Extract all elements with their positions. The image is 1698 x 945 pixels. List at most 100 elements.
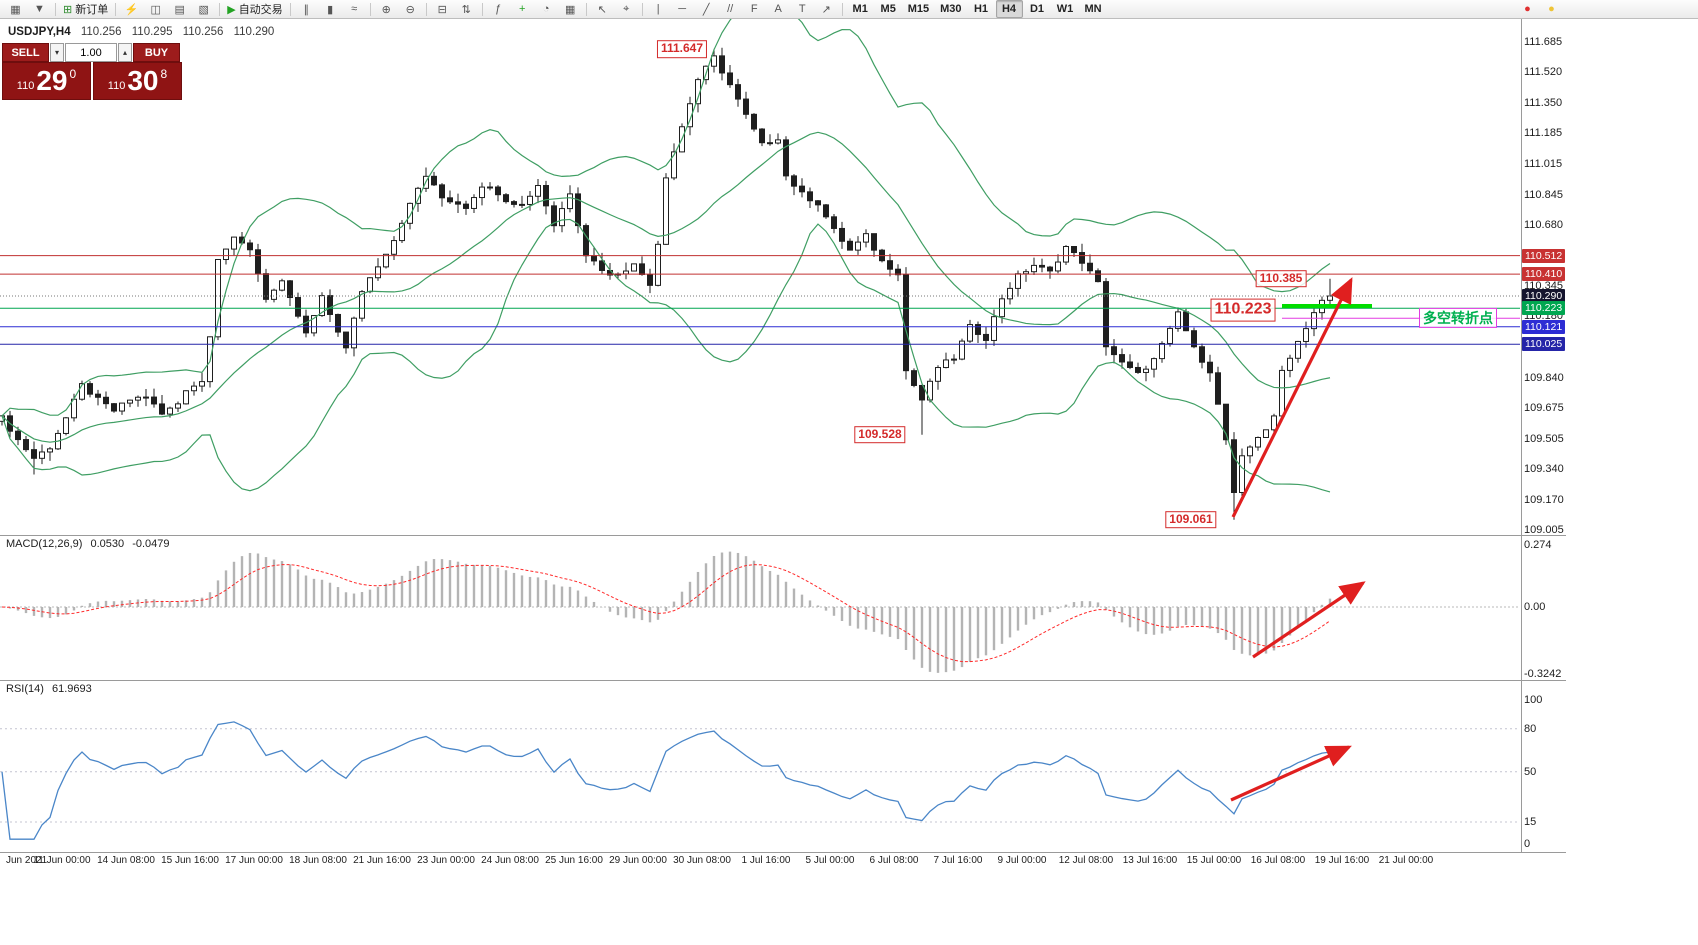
buy-price[interactable]: 110 30 8 [93, 62, 182, 100]
autotrading-button-icon: ▶ [227, 3, 236, 16]
template-icon[interactable]: ▦ [559, 0, 582, 18]
sell-price-pip: 0 [69, 67, 77, 81]
trendline-icon[interactable]: ╱ [695, 0, 718, 18]
buy-button[interactable]: BUY [133, 43, 180, 62]
zoom-out-icon[interactable]: ⊖ [399, 0, 422, 18]
timeframe-mn[interactable]: MN [1080, 0, 1107, 18]
timeframe-d1-label: D1 [1029, 3, 1045, 15]
macd-value-signal: -0.0479 [132, 538, 170, 550]
zoom-in-icon[interactable]: ⊕ [375, 0, 398, 18]
tile-windows-icon[interactable]: ⊟ [431, 0, 454, 18]
sell-price-big: 29 [36, 65, 68, 96]
channel-icon[interactable]: // [719, 0, 742, 18]
horizontal-line-icon[interactable]: ─ [671, 0, 694, 18]
volume-up-button[interactable]: ▴ [118, 43, 132, 62]
one-click-trading-panel: SELL ▾ ▴ BUY 110 29 0 110 30 8 [2, 43, 182, 100]
arrows-icon[interactable]: ↗ [815, 0, 838, 18]
buy-price-big: 30 [127, 65, 159, 96]
line-chart-icon: ≈ [351, 3, 358, 15]
candlestick-chart-icon: ▮ [327, 3, 334, 16]
alert-yellow-icon[interactable]: ● [1540, 0, 1563, 18]
line-chart-icon[interactable]: ≈ [343, 0, 366, 18]
auto-arrange-icon[interactable]: ⇅ [455, 0, 478, 18]
symbol-timeframe-label: USDJPY,H4 [8, 26, 71, 38]
strategy-lightning-icon[interactable]: ⚡ [120, 0, 143, 18]
ohlc-low: 110.256 [182, 26, 224, 38]
timeframe-m30[interactable]: M30 [935, 0, 966, 18]
text-label-icon[interactable]: T [791, 0, 814, 18]
timeframe-m15[interactable]: M15 [903, 0, 934, 18]
market-watch-icon[interactable]: ◫ [144, 0, 167, 18]
timeframe-h1[interactable]: H1 [968, 0, 995, 18]
macd-indicator-header: MACD(12,26,9) 0.0530 -0.0479 [6, 538, 175, 550]
arrows-icon: ↗ [821, 3, 831, 16]
sell-button[interactable]: SELL [2, 43, 49, 62]
add-indicator-icon: + [518, 3, 526, 15]
sell-price[interactable]: 110 29 0 [2, 62, 91, 100]
periods-icon[interactable]: ◔ [535, 0, 558, 18]
ohlc-close: 110.290 [233, 26, 275, 38]
autotrading-button[interactable]: ▶ 自动交易 [224, 0, 285, 18]
cursor-icon[interactable]: ↖ [591, 0, 614, 18]
channel-icon: // [727, 3, 734, 15]
new-order-button-icon: ⊞ [63, 3, 73, 16]
alert-red-icon[interactable]: ● [1516, 0, 1539, 18]
toolbar-separator [481, 2, 483, 16]
navigator-icon[interactable]: ▧ [192, 0, 215, 18]
vertical-line-icon[interactable]: | [647, 0, 670, 18]
timeframe-m5[interactable]: M5 [875, 0, 902, 18]
toolbar-separator [641, 2, 643, 16]
new-order-button[interactable]: ⊞ 新订单 [60, 0, 111, 18]
toolbar-separator [55, 2, 56, 16]
market-watch-icon: ◫ [150, 3, 161, 16]
toolbar-separator [219, 2, 221, 16]
macd-signal-line [1, 564, 1331, 663]
timeframe-d1[interactable]: D1 [1024, 0, 1051, 18]
timeframe-m5-label: M5 [880, 3, 896, 15]
volume-down-button[interactable]: ▾ [50, 43, 64, 62]
text-label-icon: T [798, 3, 806, 15]
timeframe-h4[interactable]: H4 [995, 0, 1023, 18]
crosshair-icon: ⌖ [623, 2, 630, 15]
chart-symbol-header: USDJPY,H4 110.256 110.295 110.256 110.29… [8, 26, 274, 38]
chart-window: USDJPY,H4 110.256 110.295 110.256 110.29… [0, 19, 1566, 945]
zoom-in-icon: ⊕ [381, 3, 391, 16]
strategy-lightning-icon: ⚡ [124, 3, 139, 16]
new-chart-icon: ▦ [10, 3, 21, 16]
trendline-icon: ╱ [702, 3, 710, 16]
macd-name: MACD(12,26,9) [6, 538, 83, 550]
data-window-icon: ▤ [174, 3, 185, 16]
trend-arrow-main [1231, 277, 1353, 518]
profiles-icon[interactable]: ▼ [28, 0, 51, 18]
trend-arrow-rsi [1230, 745, 1352, 802]
volume-input[interactable] [65, 43, 117, 62]
indicators-icon: ƒ [495, 3, 502, 15]
timeframe-m15-label: M15 [907, 3, 930, 15]
text-icon[interactable]: A [767, 0, 790, 18]
ohlc-high: 110.295 [131, 26, 173, 38]
rsi-name: RSI(14) [6, 683, 44, 695]
timeframe-w1[interactable]: W1 [1052, 0, 1079, 18]
fibonacci-icon[interactable]: F [743, 0, 766, 18]
crosshair-icon[interactable]: ⌖ [615, 0, 638, 18]
data-window-icon[interactable]: ▤ [168, 0, 191, 18]
candles-layer [0, 47, 1333, 520]
timeframe-m1[interactable]: M1 [847, 0, 874, 18]
timeframe-h4-label: H4 [1001, 3, 1017, 15]
add-indicator-icon[interactable]: + [511, 0, 534, 18]
timeframe-w1-label: W1 [1056, 3, 1074, 15]
buy-price-pip: 8 [160, 67, 168, 81]
indicators-icon[interactable]: ƒ [487, 0, 510, 18]
toolbar-separator [115, 2, 117, 16]
candlestick-chart-icon[interactable]: ▮ [319, 0, 342, 18]
rsi-value: 61.9693 [51, 683, 92, 695]
bar-chart-icon[interactable]: ∥ [295, 0, 318, 18]
macd-value-main: 0.0530 [90, 538, 125, 550]
vertical-line-icon: | [656, 3, 660, 15]
new-chart-icon[interactable]: ▦ [4, 0, 27, 18]
toolbar-separator [289, 2, 291, 16]
bar-chart-icon: ∥ [303, 3, 309, 16]
buy-price-prefix: 110 [107, 80, 126, 92]
toolbar-separator [369, 2, 371, 16]
cursor-icon: ↖ [597, 3, 607, 16]
